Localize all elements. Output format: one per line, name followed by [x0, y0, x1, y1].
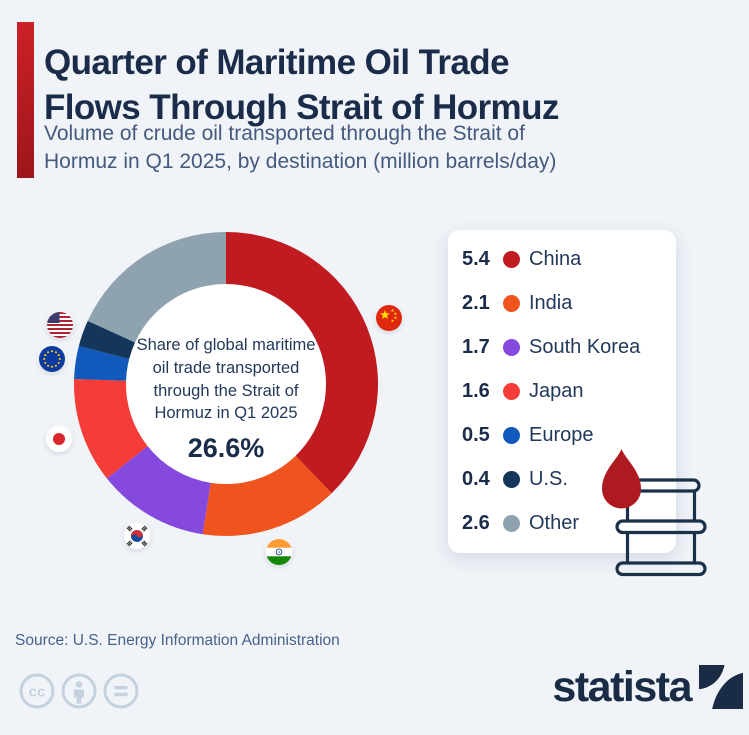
- donut-segment-other: [87, 232, 227, 343]
- legend-item: 1.7 South Korea: [462, 325, 662, 369]
- legend-value: 1.6: [462, 379, 490, 402]
- legend-label: South Korea: [529, 335, 641, 358]
- legend-item: 5.4 China: [462, 237, 662, 281]
- page-subtitle: Volume of crude oil transported through …: [44, 122, 557, 173]
- legend-item: 0.5 Europe: [462, 414, 662, 458]
- legend-item: 0.4 U.S.: [462, 458, 662, 502]
- legend-color-dot: [503, 338, 520, 356]
- legend-color-dot: [503, 382, 520, 400]
- legend-item: 2.6 Other: [462, 502, 662, 546]
- donut-segment-india: [202, 455, 332, 536]
- equals-icon: [103, 673, 139, 709]
- statista-wordmark: statista: [552, 662, 692, 711]
- legend-color-dot: [503, 427, 520, 445]
- legend-color-dot: [503, 515, 520, 533]
- page-title: Quarter of Maritime Oil Trade Flows Thro…: [44, 43, 559, 127]
- china-flag-icon: [376, 304, 403, 331]
- attribution-icon: [61, 673, 97, 709]
- us-flag-icon: [47, 312, 74, 339]
- license-icons: cc: [18, 672, 140, 710]
- india-flag-icon: [266, 538, 293, 565]
- legend-color-dot: [503, 250, 520, 268]
- legend-card: 5.4 China 2.1 India 1.7 South Korea 1.6 …: [448, 230, 676, 553]
- legend-label: Europe: [529, 424, 594, 447]
- legend-color-dot: [503, 471, 520, 489]
- legend-label: Other: [529, 512, 580, 535]
- legend-label: China: [529, 247, 582, 270]
- legend-value: 5.4: [462, 247, 490, 270]
- center-note-value: 26.6%: [187, 433, 265, 464]
- legend-value: 2.6: [462, 512, 490, 535]
- eu-flag-icon: [38, 345, 65, 372]
- source-note: Source: U.S. Energy Information Administ…: [15, 632, 340, 649]
- legend-color-dot: [503, 294, 520, 312]
- japan-flag-icon: [45, 426, 72, 453]
- legend-item: 1.6 Japan: [462, 369, 662, 413]
- statista-mark-icon: [699, 665, 743, 709]
- center-note-text: Share of global maritime oil trade trans…: [136, 336, 316, 423]
- legend-label: U.S.: [529, 468, 568, 491]
- legend-label: India: [529, 291, 573, 314]
- donut-center-note: Share of global maritime oil trade trans…: [116, 334, 336, 464]
- accent-bar: [17, 22, 34, 178]
- statista-logo: statista: [552, 664, 743, 710]
- south-korea-flag-icon: [124, 523, 151, 550]
- legend-value: 1.7: [462, 335, 490, 358]
- svg-text:cc: cc: [29, 684, 46, 701]
- cc-icon: cc: [19, 673, 55, 709]
- legend-value: 0.4: [462, 468, 490, 491]
- legend-value: 0.5: [462, 424, 490, 447]
- legend-item: 2.1 India: [462, 281, 662, 325]
- legend-value: 2.1: [462, 291, 490, 314]
- legend-label: Japan: [529, 379, 584, 402]
